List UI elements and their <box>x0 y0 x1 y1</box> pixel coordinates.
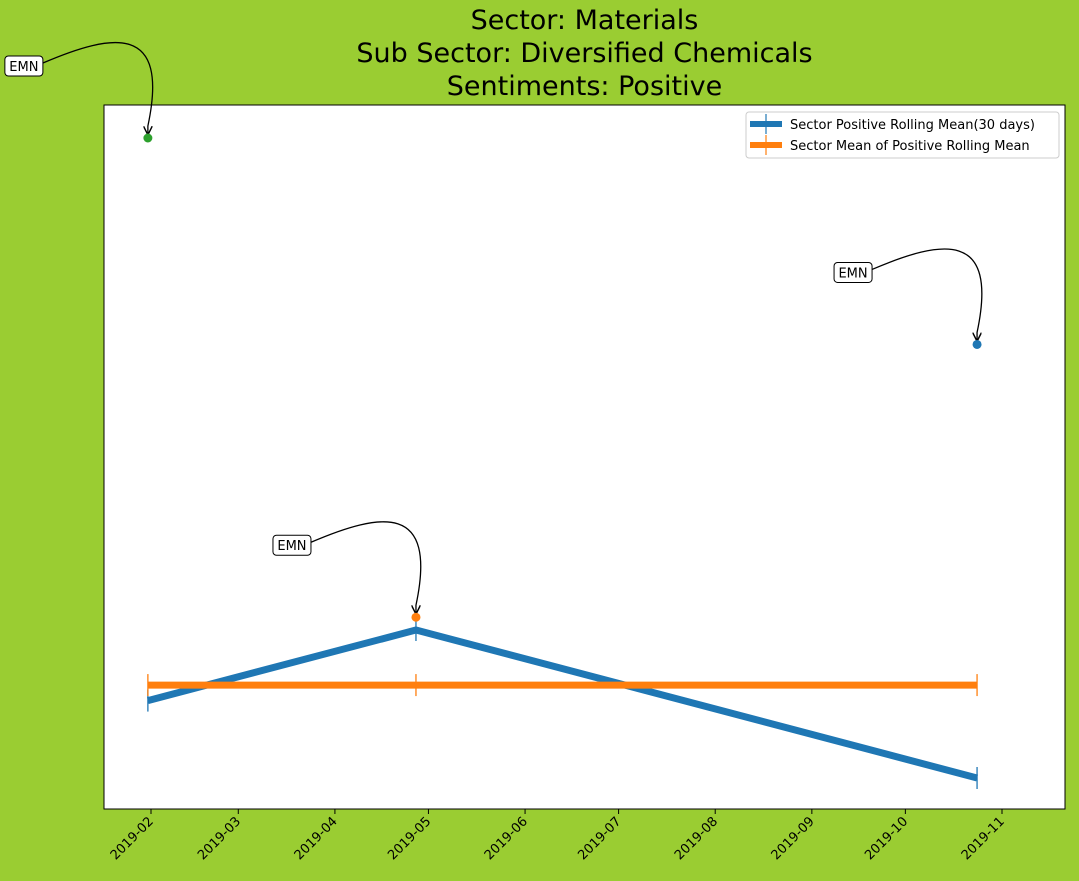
annotation-label: EMN <box>838 266 867 281</box>
legend: Sector Positive Rolling Mean(30 days) Sec… <box>745 111 1060 159</box>
x-axis: 2019-02 2019-03 2019-04 2019-05 2019-06 2019-… <box>108 809 1008 863</box>
x-tick-label: 2019-10 <box>862 814 911 863</box>
x-tick-label: 2019-11 <box>959 814 1008 863</box>
x-tick-label: 2019-05 <box>385 814 434 863</box>
annotation-label: EMN <box>277 539 306 554</box>
annotation-box <box>272 534 312 556</box>
title-sector: Sector: Materials <box>470 5 699 36</box>
annotation-box <box>833 261 873 283</box>
title-sub-sector: Sub Sector: Diversified Chemicals <box>356 38 813 69</box>
x-tick-label: 2019-03 <box>195 814 244 863</box>
annotation-arrow <box>310 521 422 613</box>
plot-area <box>103 104 1066 810</box>
chart-title: Sector: Materials Sub Sector: Diversifie… <box>104 4 1065 103</box>
legend-box <box>745 111 1060 159</box>
title-sentiments: Sentiments: Positive <box>446 71 723 102</box>
legend-label: Sector Mean of Positive Rolling Mean <box>790 139 1030 154</box>
annotation-arrow <box>871 248 983 340</box>
legend-label: Sector Positive Rolling Mean(30 days) <box>790 118 1035 133</box>
annotation-arrow <box>42 41 154 134</box>
x-tick-label: 2019-04 <box>292 814 341 863</box>
x-tick-label: 2019-07 <box>575 814 624 863</box>
annotations: EMN EMN EMN <box>4 41 983 622</box>
x-tick-label: 2019-09 <box>769 814 818 863</box>
x-tick-label: 2019-02 <box>108 814 157 863</box>
annotated-point <box>972 339 982 349</box>
annotated-point <box>411 612 421 622</box>
x-tick-label: 2019-08 <box>672 814 721 863</box>
annotation-box <box>4 55 44 77</box>
annotation-label: EMN <box>9 60 38 75</box>
x-tick-label: 2019-06 <box>482 814 531 863</box>
series-layer <box>146 618 978 789</box>
annotated-point <box>143 133 153 143</box>
